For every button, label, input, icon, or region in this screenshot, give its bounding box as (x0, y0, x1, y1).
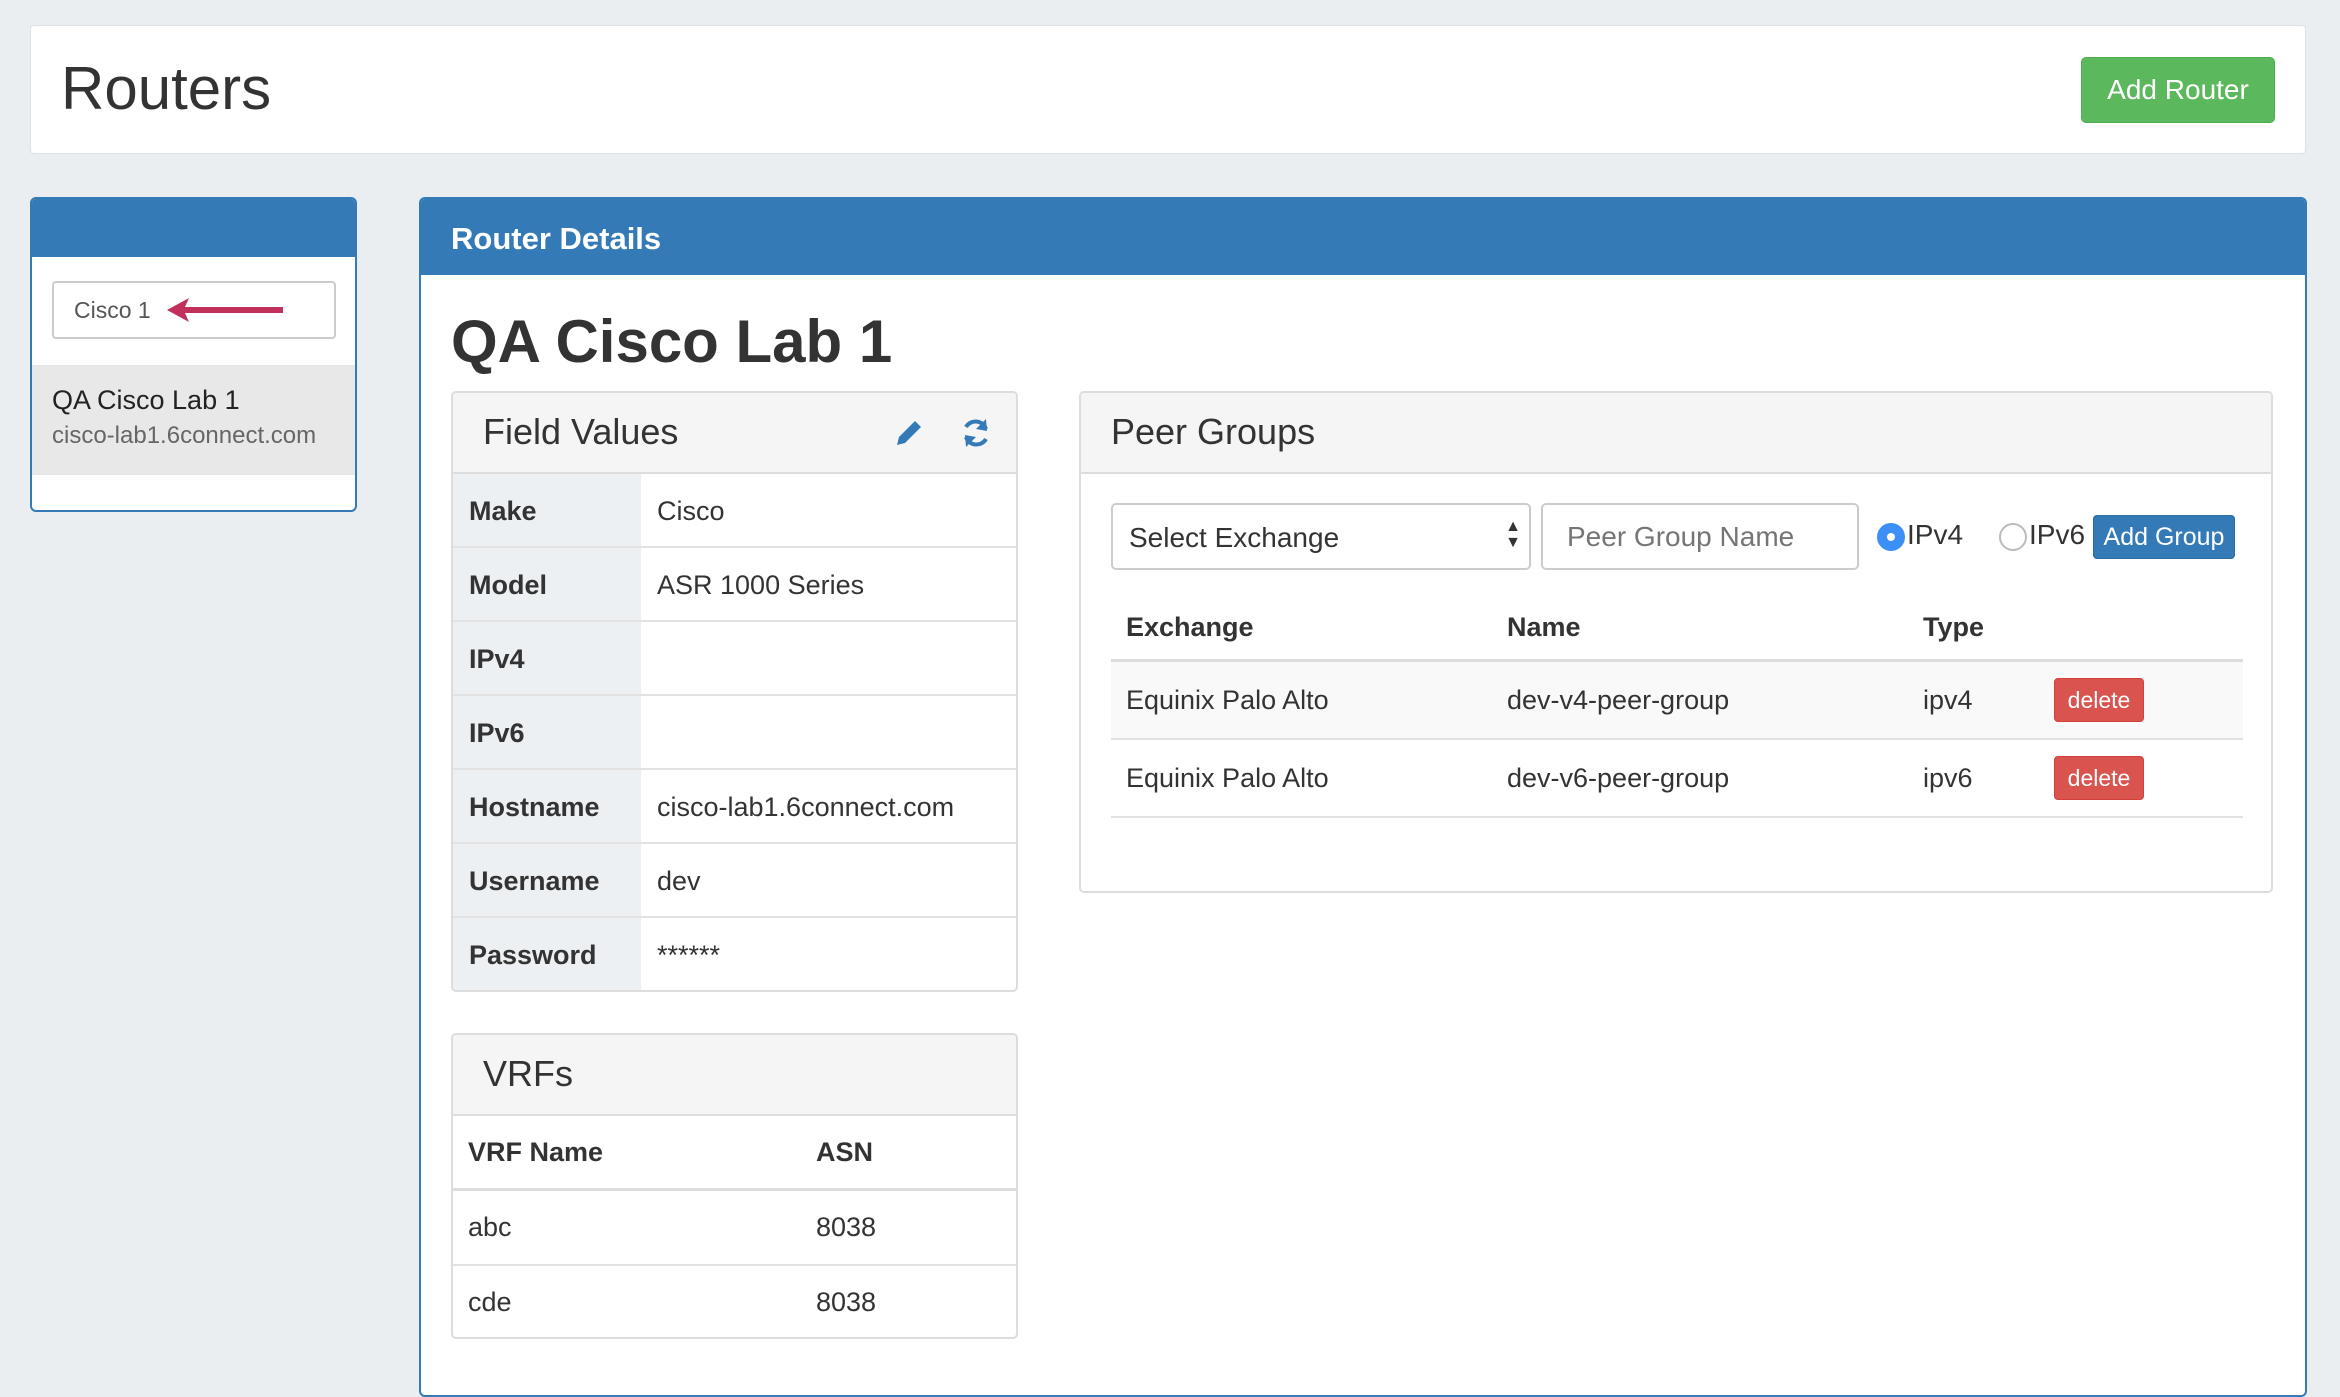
field-value (641, 696, 1016, 768)
exchange-cell: Equinix Palo Alto (1126, 762, 1329, 793)
table-row: Equinix Palo Alto dev-v6-peer-group ipv6 de… (1111, 740, 2243, 818)
add-router-button[interactable]: Add Router (2081, 57, 2275, 123)
name-cell: dev-v4-peer-group (1507, 684, 1730, 715)
type-cell: ipv6 (1923, 762, 1973, 793)
table-row: abc 8038 (453, 1191, 1016, 1266)
col-type: Type (1923, 612, 1985, 642)
field-row-ipv4: IPv4 (453, 622, 1016, 696)
panel-title: Field Values (483, 411, 679, 452)
ipv6-label: IPv6 (2029, 519, 2086, 550)
delete-button[interactable]: delete (2054, 756, 2144, 800)
field-row-password: Password ****** (453, 918, 1016, 990)
arrow-left-icon (166, 298, 283, 322)
field-value: ****** (657, 940, 721, 970)
field-values-header: Field Values (453, 393, 1016, 474)
table-row: cde 8038 (453, 1266, 1016, 1337)
vrfs-panel: VRFs VRF Name ASN abc 8038 cde 8038 (451, 1033, 1018, 1339)
col-asn: ASN (816, 1136, 874, 1167)
ipv4-label: IPv4 (1907, 519, 1964, 550)
name-cell: dev-v6-peer-group (1507, 762, 1730, 793)
col-vrf-name: VRF Name (468, 1136, 604, 1167)
field-value: Cisco (657, 496, 725, 526)
field-row-make: Make Cisco (453, 474, 1016, 548)
list-item[interactable]: QA Cisco Lab 1 cisco-lab1.6connect.com (32, 365, 355, 475)
ipv4-radio[interactable] (1877, 523, 1905, 551)
field-value: cisco-lab1.6connect.com (657, 792, 955, 822)
field-label: Username (453, 844, 641, 916)
refresh-icon[interactable] (959, 415, 993, 451)
router-host: cisco-lab1.6connect.com (52, 422, 317, 449)
router-details-panel: Router Details QA Cisco Lab 1 Field Valu… (419, 197, 2307, 1397)
field-value: ASR 1000 Series (657, 570, 865, 600)
ipv6-radio[interactable] (1999, 523, 2027, 551)
type-cell: ipv4 (1923, 684, 1973, 715)
field-row-username: Username dev (453, 844, 1016, 918)
router-title: QA Cisco Lab 1 (451, 308, 893, 375)
router-list-header (32, 199, 355, 257)
field-value: dev (657, 866, 701, 896)
vrf-name: abc (468, 1212, 512, 1242)
select-value: Select Exchange (1129, 522, 1340, 553)
field-row-ipv6: IPv6 (453, 696, 1016, 770)
page-title: Routers (61, 55, 272, 122)
page-header: Routers Add Router (30, 25, 2306, 154)
vrfs-header: VRFs (453, 1035, 1016, 1116)
field-row-model: Model ASR 1000 Series (453, 548, 1016, 622)
col-name: Name (1507, 612, 1581, 642)
peer-groups-header: Peer Groups (1081, 393, 2271, 474)
table-header: Exchange Name Type (1111, 596, 2243, 662)
select-arrows-icon: ▲ ▼ (1505, 518, 1521, 551)
router-list-panel: Cisco 1 QA Cisco Lab 1 cisco-lab1.6conne… (30, 197, 357, 512)
peer-groups-table: Exchange Name Type Equinix Palo Alto dev-… (1111, 596, 2243, 818)
peer-group-name-input[interactable] (1541, 503, 1859, 570)
search-value: Cisco 1 (74, 296, 151, 323)
field-label: Hostname (453, 770, 641, 842)
table-header: VRF Name ASN (453, 1116, 1016, 1191)
add-group-button[interactable]: Add Group (2093, 515, 2235, 559)
delete-button[interactable]: delete (2054, 678, 2144, 722)
field-label: Model (453, 548, 641, 620)
exchange-select[interactable]: Select Exchange ▲ ▼ (1111, 503, 1531, 570)
exchange-cell: Equinix Palo Alto (1126, 684, 1329, 715)
vrf-asn: 8038 (816, 1212, 877, 1242)
router-search-input[interactable]: Cisco 1 (52, 281, 336, 339)
router-name: QA Cisco Lab 1 (52, 385, 240, 415)
field-label: IPv4 (453, 622, 641, 694)
vrf-asn: 8038 (816, 1287, 877, 1317)
field-value (641, 622, 1016, 694)
pencil-icon[interactable] (893, 417, 925, 449)
field-label: Password (453, 918, 641, 990)
table-row: Equinix Palo Alto dev-v4-peer-group ipv4 de… (1111, 662, 2243, 740)
field-label: IPv6 (453, 696, 641, 768)
vrf-name: cde (468, 1287, 512, 1317)
field-values-panel: Field Values Make Cisco Model ASR 1000 Seri… (451, 391, 1018, 992)
field-row-hostname: Hostname cisco-lab1.6connect.com (453, 770, 1016, 844)
router-details-header: Router Details (421, 199, 2305, 275)
col-exchange: Exchange (1126, 612, 1254, 642)
field-label: Make (453, 474, 641, 546)
peer-groups-panel: Peer Groups Select Exchange ▲▼ IPv4 IPv6… (1079, 391, 2273, 893)
